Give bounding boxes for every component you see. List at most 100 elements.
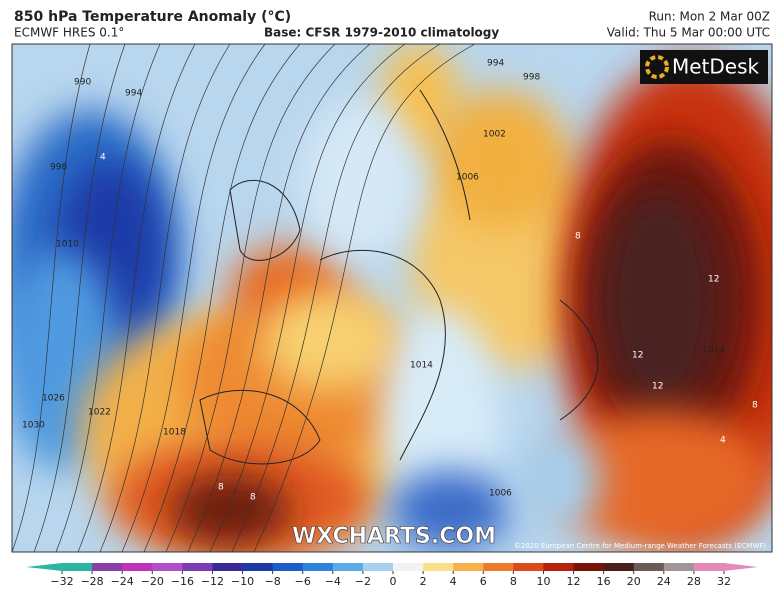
colorbar-label: −6 (295, 575, 311, 588)
anomaly-field (520, 430, 600, 530)
anomaly-field (550, 410, 770, 550)
colorbar-label: 20 (627, 575, 641, 588)
colorbar-label: −20 (141, 575, 164, 588)
colorbar-segment (543, 563, 575, 571)
isobar-label: 1006 (456, 173, 479, 183)
colorbar-label: −16 (171, 575, 194, 588)
colorbar-label: 24 (657, 575, 671, 588)
logo: MetDesk (672, 55, 760, 79)
isobar-label: 1014 (410, 361, 433, 371)
colorbar-segment (212, 563, 244, 571)
colorbar-label: 4 (450, 575, 457, 588)
base: Base: CFSR 1979-2010 climatology (264, 26, 499, 40)
colorbar-label: 32 (717, 575, 731, 588)
isobar (165, 44, 336, 552)
isobar-label: 1002 (483, 130, 506, 140)
anomaly-field (430, 90, 570, 230)
colorbar-segment (633, 563, 665, 571)
run: Run: Mon 2 Mar 00Z (649, 10, 770, 24)
isobar-label: 1014 (702, 346, 725, 356)
colorbar-label: −10 (231, 575, 254, 588)
anomaly-field (170, 475, 290, 545)
anomaly-label: 4 (720, 436, 726, 446)
isobar-label: 990 (74, 78, 91, 88)
colorbar-label: −2 (355, 575, 371, 588)
anomaly-field (390, 470, 510, 550)
anomaly-label: 12 (652, 382, 663, 392)
anomaly-label: 12 (632, 351, 643, 361)
colorbar-segment (362, 563, 394, 571)
anomaly-field (260, 290, 400, 390)
isobar (55, 44, 161, 552)
isobar-label: 1026 (42, 394, 65, 404)
colorbar-segment (513, 563, 544, 571)
logo-box (640, 50, 768, 84)
colorbar-segment (603, 563, 635, 571)
colorbar-segment (182, 563, 213, 571)
coastline (319, 249, 446, 461)
colorbar-label: −4 (325, 575, 341, 588)
colorbar-label: −24 (111, 575, 134, 588)
colorbar-label: 16 (597, 575, 611, 588)
colorbar-segment (302, 563, 334, 571)
colorbar-label: 2 (420, 575, 427, 588)
isobar-label: 1018 (163, 428, 186, 438)
colorbar-segment (122, 563, 153, 571)
colorbar-label: 12 (567, 575, 581, 588)
valid: Valid: Thu 5 Mar 00:00 UTC (607, 26, 770, 40)
colorbar-segment (92, 563, 123, 571)
coastline (229, 180, 301, 261)
isobar (12, 44, 91, 552)
isobar (253, 44, 476, 552)
colorbar-label: −32 (50, 575, 73, 588)
isobar (77, 44, 196, 552)
anomaly-label: 12 (708, 275, 719, 285)
map-frame (11, 43, 773, 553)
anomaly-field (300, 100, 420, 260)
coastline (199, 389, 321, 465)
isobar (231, 44, 441, 552)
isobar (143, 44, 301, 552)
colorbar-label: 0 (390, 575, 397, 588)
colorbar-segment (272, 563, 304, 571)
isobar (209, 44, 406, 552)
coastline (419, 89, 471, 221)
colorbar-label: 10 (536, 575, 550, 588)
anomaly-label: 8 (752, 401, 758, 411)
colorbar-label: 8 (510, 575, 517, 588)
isobar-label: 1022 (88, 408, 111, 418)
colorbar-segment (152, 563, 183, 571)
colorbar-label: −8 (265, 575, 281, 588)
colorbar-segment (423, 563, 454, 571)
colorbar: −32 −28 −24 −20 −16 −12 −10 −8 −6 −4 −2 0 2 4 6 8 10 12 16… (26, 563, 758, 588)
colorbar-end (724, 563, 758, 571)
isobar (33, 44, 126, 552)
colorbar-segment (453, 563, 484, 571)
colorbar-segment (483, 563, 514, 571)
logo-icon (645, 55, 669, 79)
colorbar-end (26, 563, 62, 571)
isobar-label: 994 (487, 59, 504, 69)
colorbar-segment (573, 563, 605, 571)
anomaly-field (600, 190, 720, 410)
colorbar-segment (663, 563, 695, 571)
colorbar-label: −12 (201, 575, 224, 588)
colorbar-label: 6 (480, 575, 487, 588)
coastline (559, 299, 599, 421)
isobar (99, 44, 231, 552)
isobar-label: 1030 (22, 421, 45, 431)
isobar-label: 994 (125, 89, 142, 99)
copyright: ©2020 European Centre for Medium-range W… (514, 542, 766, 550)
anomaly-label: 4 (100, 153, 106, 163)
colorbar-segment (62, 563, 93, 571)
title: 850 hPa Temperature Anomaly (°C) (14, 9, 291, 25)
colorbar-segment (332, 563, 364, 571)
colorbar-segment (393, 563, 424, 571)
anomaly-label: 8 (575, 232, 581, 242)
colorbar-segment (693, 563, 725, 571)
colorbar-label: 28 (687, 575, 701, 588)
isobar-label: 998 (50, 163, 67, 173)
map: 990 994 998 1002 1006 1010 1014 1014 1018 1022 102… (12, 44, 772, 552)
watermark: WXCHARTS.COM (292, 524, 496, 549)
